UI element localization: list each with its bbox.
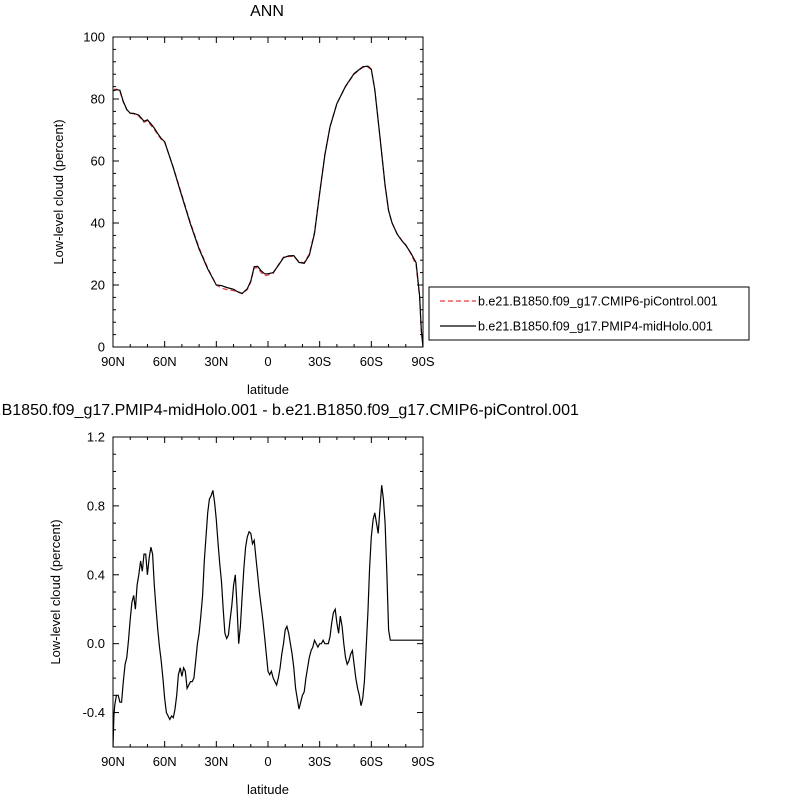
x-tick-label: 90N [101,754,125,769]
legend-label-picontrol: b.e21.B1850.f09_g17.CMIP6-piControl.001 [478,295,718,309]
y-tick-label: 0.8 [87,498,105,513]
top-chart-title: ANN [250,3,284,20]
x-tick-label: 30N [204,354,228,369]
bottom-chart-title: b.e21.B1850.f09_g17.PMIP4-midHolo.001 - … [0,402,579,419]
y-tick-label: -0.4 [83,705,105,720]
top-y-axis-title: Low-level cloud (percent) [51,119,66,264]
y-tick-label: 0.4 [87,567,105,582]
legend-box [428,286,750,341]
x-tick-label: 90S [411,754,434,769]
bottom-axis-ticks: -0.4 0.0 0.4 0.8 1.2 90N 60N 30N 0 30S 60S 90S [83,430,435,770]
top-series-lines [113,65,423,347]
x-tick-label: 60N [153,354,177,369]
bottom-series-0-line [113,485,423,747]
x-tick-label: 60S [360,754,383,769]
x-tick-label: 0 [264,354,271,369]
y-tick-label: 20 [91,278,105,293]
top-x-axis-title: latitude [247,382,289,397]
y-tick-label: 1.2 [87,430,105,445]
x-tick-label: 60N [153,754,177,769]
bottom-y-axis-title: Low-level cloud (percent) [48,519,63,664]
y-tick-label: 80 [91,92,105,107]
y-tick-label: 60 [91,154,105,169]
y-tick-label: 100 [83,30,105,45]
x-tick-label: 0 [264,754,271,769]
x-tick-label: 90S [411,354,434,369]
top-axis-ticks: 0 20 40 60 80 100 90N 60N 30N 0 30S 60S 90S [83,30,435,370]
x-tick-label: 90N [101,354,125,369]
x-tick-label: 30N [204,754,228,769]
bottom-plot-frame [112,436,424,748]
top-series-1-line [113,65,423,347]
legend: b.e21.B1850.f09_g17.CMIP6-piControl.001 … [428,286,750,341]
x-tick-label: 60S [360,354,383,369]
bottom-series-lines [113,485,423,747]
legend-label-midholo: b.e21.B1850.f09_g17.PMIP4-midHolo.001 [478,320,713,334]
top-plot-frame [112,36,424,348]
x-tick-label: 30S [308,754,331,769]
y-tick-label: 0 [98,340,105,355]
bottom-x-axis-title: latitude [247,782,289,797]
y-tick-label: 0.0 [87,636,105,651]
y-tick-label: 40 [91,216,105,231]
x-tick-label: 30S [308,354,331,369]
